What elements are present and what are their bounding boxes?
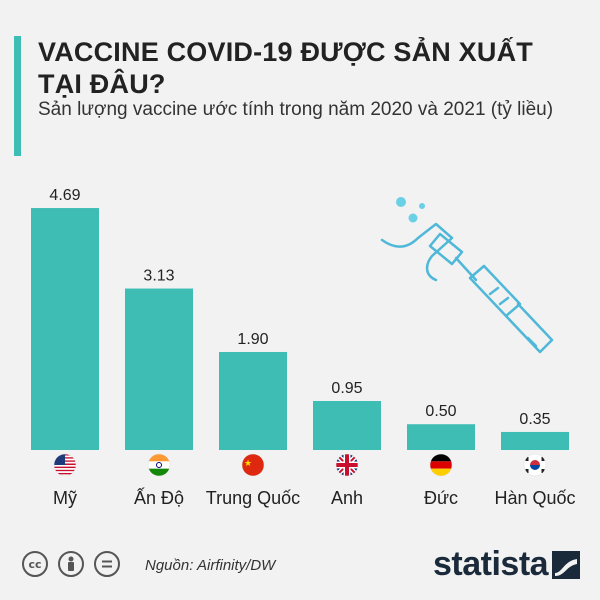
category-label-4: Anh xyxy=(331,488,363,508)
person-icon xyxy=(58,551,84,577)
license-icons: cc xyxy=(22,551,120,577)
cc-icon: cc xyxy=(22,551,48,577)
category-label-1: Mỹ xyxy=(53,488,77,508)
china-flag-icon: ★ xyxy=(241,453,265,477)
value-label-5: 0.50 xyxy=(425,403,456,420)
value-label-3: 1.90 xyxy=(237,331,268,348)
syringe-icon xyxy=(380,197,554,354)
value-label-4: 0.95 xyxy=(331,380,362,397)
us-flag-icon xyxy=(53,453,77,477)
bar-2 xyxy=(125,288,193,450)
value-label-6: 0.35 xyxy=(519,411,550,428)
bar-4 xyxy=(313,400,381,450)
statista-mark-icon xyxy=(552,550,581,579)
uk-flag-icon xyxy=(335,453,359,477)
bar-1 xyxy=(31,208,99,450)
category-label-5: Đức xyxy=(424,488,458,508)
chart-title: VACCINE COVID-19 ĐƯỢC SẢN XUẤT TẠI ĐÂU? xyxy=(38,37,533,99)
korea-flag-icon xyxy=(523,453,547,477)
value-label-1: 4.69 xyxy=(49,187,80,204)
svg-text:★: ★ xyxy=(244,459,252,469)
germany-flag-icon xyxy=(429,453,453,477)
bar-3 xyxy=(219,351,287,450)
category-label-2: Ấn Độ xyxy=(134,487,184,508)
equals-icon xyxy=(94,551,120,577)
category-label-3: Trung Quốc xyxy=(206,488,300,508)
statista-logo[interactable]: statista xyxy=(433,545,581,584)
bar-6 xyxy=(501,431,569,450)
chart-subtitle: Sản lượng vaccine ước tính trong năm 202… xyxy=(38,99,554,120)
india-flag-icon xyxy=(147,453,171,477)
value-label-2: 3.13 xyxy=(143,268,174,285)
brand-text: statista xyxy=(433,545,549,583)
category-label-6: Hàn Quốc xyxy=(494,488,575,508)
source-text: Nguồn: Airfinity/DW xyxy=(145,557,276,574)
accent-bar xyxy=(14,36,21,156)
bar-5 xyxy=(407,424,475,450)
